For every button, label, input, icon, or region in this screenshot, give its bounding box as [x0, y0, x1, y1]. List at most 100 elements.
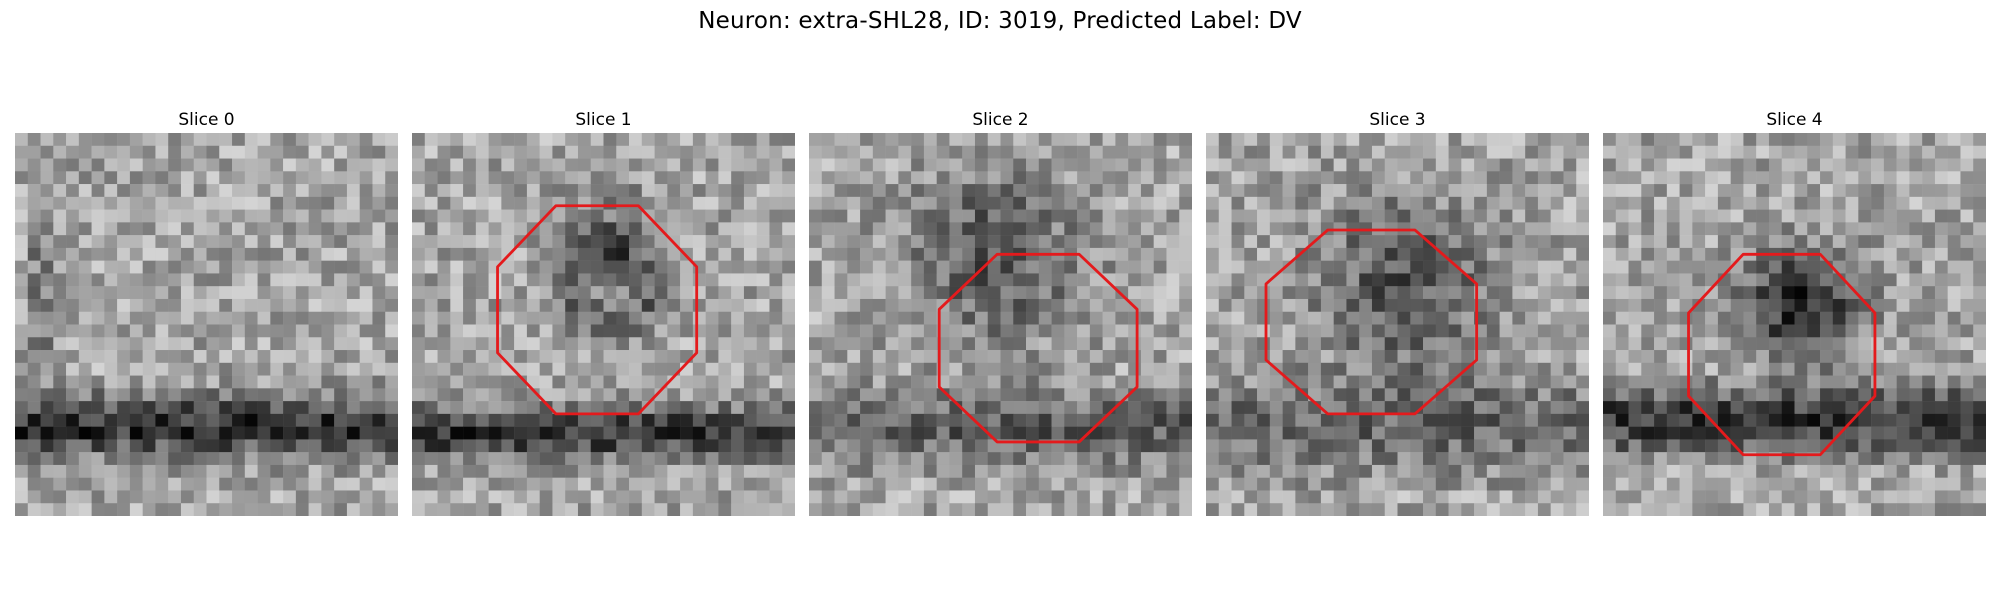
- pixel: [283, 439, 297, 453]
- pixel: [590, 439, 604, 453]
- pixel: [1102, 298, 1116, 312]
- pixel: [1206, 133, 1220, 147]
- pixel: [270, 158, 284, 172]
- pixel: [1679, 375, 1693, 389]
- pixel: [603, 311, 617, 325]
- pixel: [1883, 452, 1897, 466]
- pixel: [1218, 196, 1232, 210]
- pixel: [1308, 273, 1322, 287]
- pixel: [346, 286, 360, 300]
- pixel: [1525, 426, 1539, 440]
- pixel: [359, 222, 373, 236]
- pixel: [1537, 413, 1551, 427]
- pixel: [1654, 503, 1668, 516]
- pixel: [885, 298, 899, 312]
- pixel: [1576, 362, 1589, 376]
- pixel: [705, 350, 719, 364]
- pixel: [1320, 235, 1334, 249]
- pixel: [641, 273, 655, 287]
- pixel: [334, 209, 348, 223]
- pixel: [731, 222, 745, 236]
- pixel: [283, 362, 297, 376]
- pixel: [129, 235, 143, 249]
- pixel: [1486, 184, 1500, 198]
- pixel: [1371, 362, 1385, 376]
- pixel: [860, 247, 874, 261]
- pixel: [590, 452, 604, 466]
- pixel: [911, 439, 925, 453]
- pixel: [308, 158, 322, 172]
- pixel: [1115, 209, 1129, 223]
- pixel: [40, 171, 54, 185]
- pixel: [1871, 375, 1885, 389]
- pixel: [834, 247, 848, 261]
- pixel: [834, 235, 848, 249]
- pixel: [616, 324, 630, 338]
- pixel: [1435, 337, 1449, 351]
- pixel: [1077, 133, 1091, 147]
- pixel: [705, 503, 719, 516]
- pixel: [66, 350, 80, 364]
- pixel: [654, 158, 668, 172]
- pixel: [244, 477, 258, 491]
- pixel: [809, 350, 823, 364]
- pixel: [104, 477, 118, 491]
- pixel: [1371, 477, 1385, 491]
- pixel: [1820, 375, 1834, 389]
- pixel: [1947, 196, 1961, 210]
- pixel: [424, 490, 438, 504]
- pixel: [1960, 184, 1974, 198]
- pixel: [603, 235, 617, 249]
- pixel: [129, 158, 143, 172]
- pixel: [1166, 477, 1180, 491]
- pixel: [911, 260, 925, 274]
- pixel: [78, 273, 92, 287]
- pixel: [346, 401, 360, 415]
- pixel: [168, 375, 182, 389]
- pixel: [129, 324, 143, 338]
- pixel: [1679, 477, 1693, 491]
- pixel: [1756, 388, 1770, 402]
- pixel: [1845, 260, 1859, 274]
- pixel: [1166, 439, 1180, 453]
- pixel: [1486, 401, 1500, 415]
- pixel: [1537, 477, 1551, 491]
- pixel: [142, 490, 156, 504]
- pixel: [885, 184, 899, 198]
- pixel: [552, 490, 566, 504]
- pixel: [1820, 273, 1834, 287]
- pixel: [1244, 452, 1258, 466]
- pixel: [1922, 503, 1936, 516]
- pixel: [1423, 439, 1437, 453]
- pixel: [923, 222, 937, 236]
- pixel: [385, 260, 398, 274]
- pixel: [1743, 158, 1757, 172]
- pixel: [1807, 401, 1821, 415]
- pixel: [654, 324, 668, 338]
- pixel: [834, 401, 848, 415]
- pixel: [949, 209, 963, 223]
- pixel: [1410, 133, 1424, 147]
- pixel: [1140, 464, 1154, 478]
- pixel: [168, 286, 182, 300]
- pixel: [1654, 362, 1668, 376]
- pixel: [1064, 311, 1078, 325]
- pixel: [104, 375, 118, 389]
- pixel: [142, 362, 156, 376]
- pixel: [1499, 388, 1513, 402]
- pixel: [1576, 388, 1589, 402]
- pixel: [603, 388, 617, 402]
- pixel: [1282, 133, 1296, 147]
- pixel: [1896, 362, 1910, 376]
- pixel: [66, 209, 80, 223]
- pixel: [1000, 145, 1014, 159]
- pixel: [1576, 452, 1589, 466]
- pixel: [603, 286, 617, 300]
- pixel: [1051, 337, 1065, 351]
- pixel: [782, 452, 795, 466]
- pixel: [1641, 158, 1655, 172]
- pixel: [936, 439, 950, 453]
- pixel: [809, 273, 823, 287]
- pixel: [1807, 490, 1821, 504]
- pixel: [359, 426, 373, 440]
